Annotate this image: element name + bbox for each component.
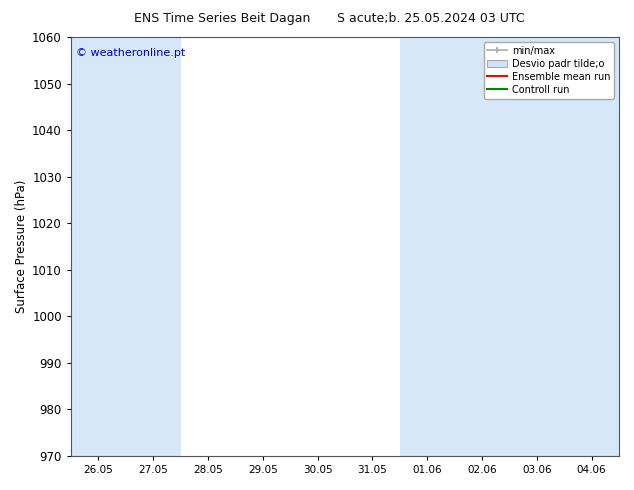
Y-axis label: Surface Pressure (hPa): Surface Pressure (hPa) bbox=[15, 180, 28, 313]
Text: © weatheronline.pt: © weatheronline.pt bbox=[77, 48, 186, 58]
Bar bbox=[564, 37, 619, 456]
Text: S acute;b. 25.05.2024 03 UTC: S acute;b. 25.05.2024 03 UTC bbox=[337, 12, 525, 25]
Bar bbox=[400, 37, 455, 456]
Legend: min/max, Desvio padr tilde;o, Ensemble mean run, Controll run: min/max, Desvio padr tilde;o, Ensemble m… bbox=[484, 42, 614, 98]
Bar bbox=[126, 37, 181, 456]
Text: ENS Time Series Beit Dagan: ENS Time Series Beit Dagan bbox=[134, 12, 310, 25]
Bar bbox=[71, 37, 126, 456]
Bar bbox=[455, 37, 509, 456]
Bar bbox=[509, 37, 564, 456]
